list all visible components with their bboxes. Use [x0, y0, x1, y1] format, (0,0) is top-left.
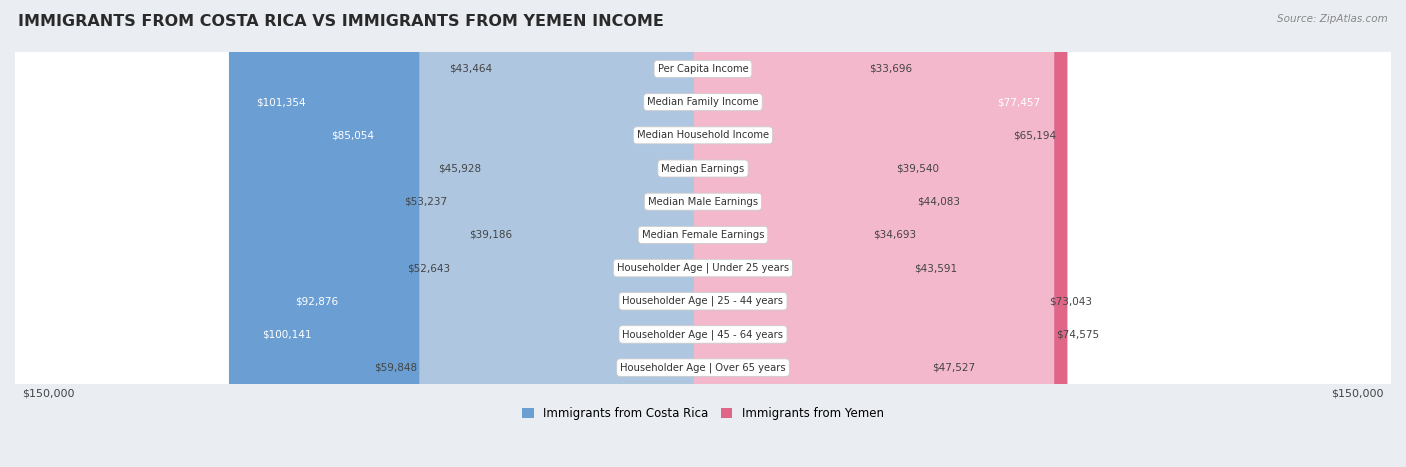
Text: $53,237: $53,237 — [405, 197, 447, 207]
Text: $85,054: $85,054 — [332, 130, 374, 140]
Text: $47,527: $47,527 — [932, 362, 976, 373]
FancyBboxPatch shape — [13, 0, 1393, 467]
FancyBboxPatch shape — [515, 0, 713, 467]
FancyBboxPatch shape — [693, 0, 931, 467]
Text: $100,141: $100,141 — [262, 329, 312, 340]
FancyBboxPatch shape — [13, 0, 1393, 467]
Text: $77,457: $77,457 — [997, 97, 1040, 107]
FancyBboxPatch shape — [450, 0, 713, 467]
Text: Median Family Income: Median Family Income — [647, 97, 759, 107]
Text: $44,083: $44,083 — [917, 197, 960, 207]
Text: $39,540: $39,540 — [896, 163, 939, 174]
Text: Median Female Earnings: Median Female Earnings — [641, 230, 765, 240]
FancyBboxPatch shape — [235, 0, 713, 467]
Text: Median Earnings: Median Earnings — [661, 163, 745, 174]
Text: $65,194: $65,194 — [1014, 130, 1057, 140]
Text: Median Male Earnings: Median Male Earnings — [648, 197, 758, 207]
Text: $43,464: $43,464 — [449, 64, 492, 74]
FancyBboxPatch shape — [693, 0, 1047, 467]
FancyBboxPatch shape — [267, 0, 713, 467]
FancyBboxPatch shape — [13, 0, 1393, 467]
FancyBboxPatch shape — [13, 0, 1393, 467]
FancyBboxPatch shape — [229, 0, 713, 467]
FancyBboxPatch shape — [693, 0, 866, 467]
FancyBboxPatch shape — [495, 0, 713, 467]
Text: Householder Age | 25 - 44 years: Householder Age | 25 - 44 years — [623, 296, 783, 306]
FancyBboxPatch shape — [13, 0, 1393, 467]
Text: $73,043: $73,043 — [1049, 296, 1092, 306]
FancyBboxPatch shape — [453, 0, 713, 467]
Text: Householder Age | 45 - 64 years: Householder Age | 45 - 64 years — [623, 329, 783, 340]
FancyBboxPatch shape — [693, 0, 914, 467]
Text: $59,848: $59,848 — [374, 362, 418, 373]
FancyBboxPatch shape — [484, 0, 713, 467]
Text: $92,876: $92,876 — [295, 296, 339, 306]
Text: $52,643: $52,643 — [406, 263, 450, 273]
Text: $39,186: $39,186 — [468, 230, 512, 240]
Legend: Immigrants from Costa Rica, Immigrants from Yemen: Immigrants from Costa Rica, Immigrants f… — [517, 403, 889, 425]
FancyBboxPatch shape — [693, 0, 1011, 467]
Text: $150,000: $150,000 — [22, 389, 75, 398]
Text: Median Household Income: Median Household Income — [637, 130, 769, 140]
FancyBboxPatch shape — [13, 0, 1393, 467]
Text: $74,575: $74,575 — [1056, 329, 1099, 340]
FancyBboxPatch shape — [693, 0, 1054, 467]
FancyBboxPatch shape — [13, 0, 1393, 467]
Text: Per Capita Income: Per Capita Income — [658, 64, 748, 74]
FancyBboxPatch shape — [693, 0, 894, 467]
Text: Source: ZipAtlas.com: Source: ZipAtlas.com — [1277, 14, 1388, 24]
Text: Householder Age | Over 65 years: Householder Age | Over 65 years — [620, 362, 786, 373]
FancyBboxPatch shape — [419, 0, 713, 467]
FancyBboxPatch shape — [13, 0, 1393, 467]
FancyBboxPatch shape — [304, 0, 713, 467]
FancyBboxPatch shape — [13, 0, 1393, 467]
Text: Householder Age | Under 25 years: Householder Age | Under 25 years — [617, 263, 789, 273]
Text: $43,591: $43,591 — [914, 263, 957, 273]
Text: IMMIGRANTS FROM COSTA RICA VS IMMIGRANTS FROM YEMEN INCOME: IMMIGRANTS FROM COSTA RICA VS IMMIGRANTS… — [18, 14, 664, 29]
FancyBboxPatch shape — [693, 0, 912, 467]
Text: $101,354: $101,354 — [256, 97, 307, 107]
Text: $34,693: $34,693 — [873, 230, 917, 240]
FancyBboxPatch shape — [693, 0, 872, 467]
Text: $45,928: $45,928 — [437, 163, 481, 174]
FancyBboxPatch shape — [13, 0, 1393, 467]
Text: $150,000: $150,000 — [1331, 389, 1384, 398]
FancyBboxPatch shape — [693, 0, 1067, 467]
Text: $33,696: $33,696 — [869, 64, 912, 74]
